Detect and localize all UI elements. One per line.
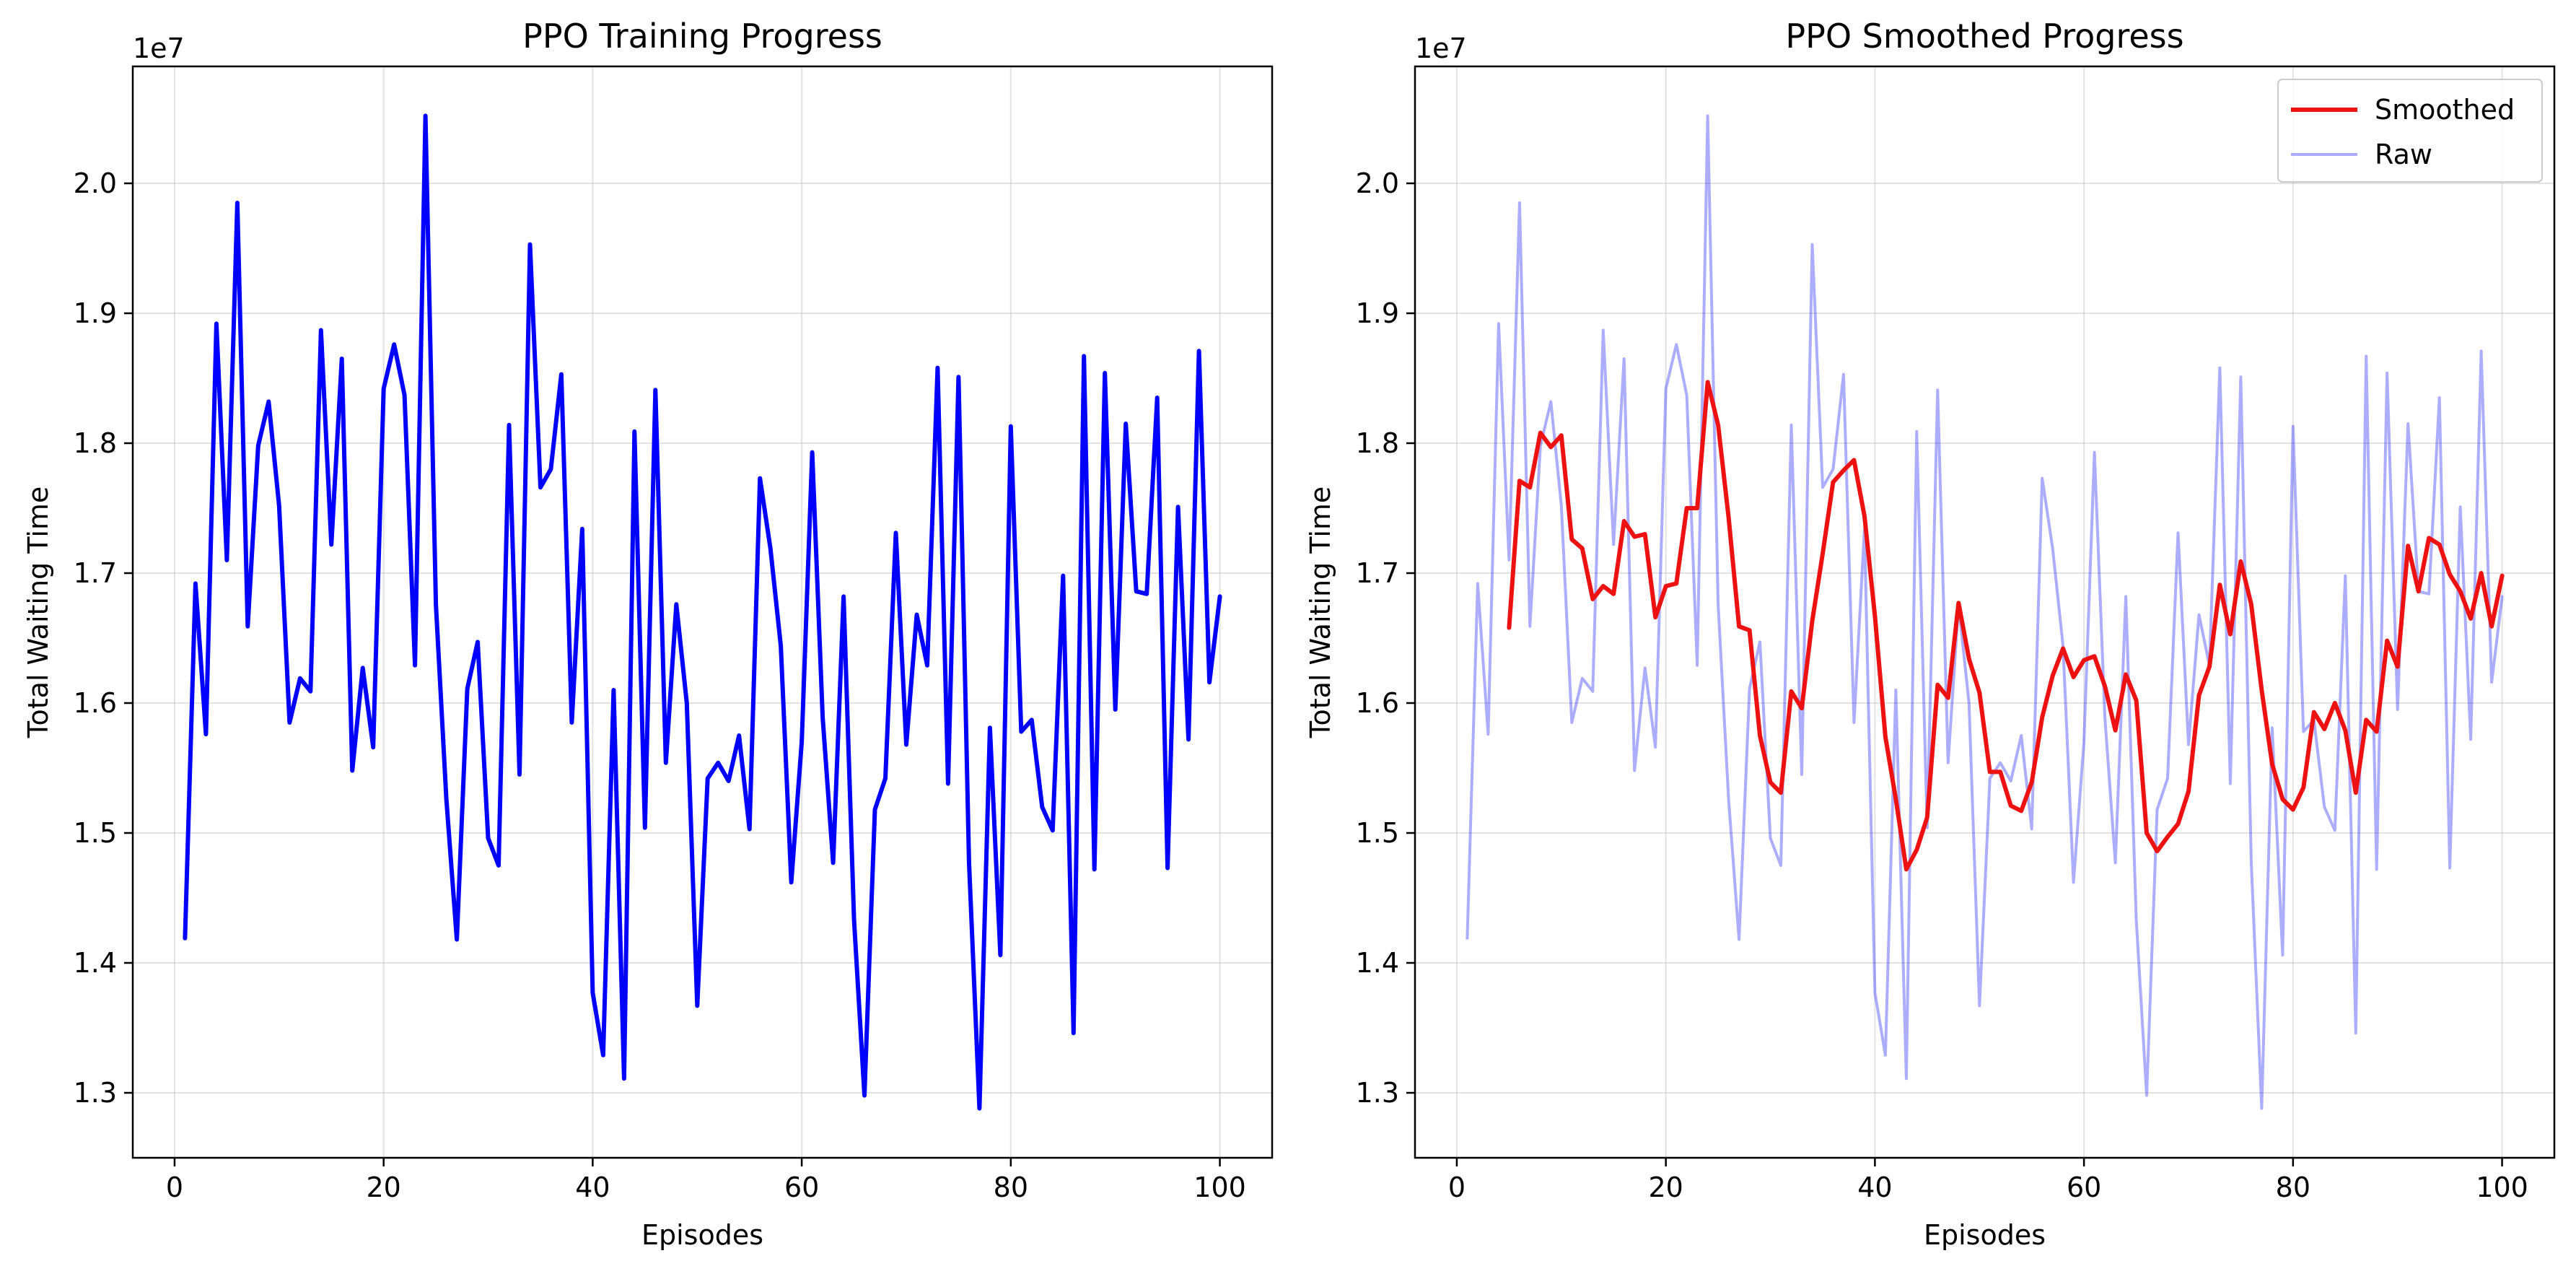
- legend-label-smoothed: Smoothed: [2375, 94, 2515, 126]
- series-line-smoothed: [1507, 380, 2505, 872]
- x-tick-label: 100: [2476, 1172, 2528, 1203]
- x-tick-label: 0: [1448, 1172, 1466, 1203]
- x-axis-label: Episodes: [641, 1219, 763, 1251]
- x-tick-label: 0: [166, 1172, 183, 1203]
- series-line-raw: [183, 113, 1222, 1111]
- y-tick-label: 1.4: [74, 947, 117, 979]
- axes-frame: [131, 65, 1274, 1159]
- ticks: 0 20 40 60 80 100 1.3 1.4 1.5 1.6 1.7 1.8 1.9 2.0: [74, 167, 1246, 1203]
- grid: [1415, 66, 2554, 1158]
- y-tick-label: 1.3: [74, 1077, 117, 1109]
- axes-frame: [1414, 65, 2556, 1159]
- x-tick-label: 60: [784, 1172, 819, 1203]
- x-tick-label: 100: [1193, 1172, 1246, 1203]
- chart-training-progress: 0 20 40 60 80 100 1.3 1.4 1.5 1.6 1.7 1.8 1.9 2.0 PPO…: [22, 17, 1274, 1251]
- x-tick-label: 80: [2276, 1172, 2310, 1203]
- y-tick-label: 1.8: [74, 427, 117, 459]
- y-tick-label: 1.7: [74, 557, 117, 589]
- x-tick-label: 60: [2067, 1172, 2101, 1203]
- chart-title: PPO Smoothed Progress: [1785, 17, 2183, 56]
- x-tick-label: 80: [994, 1172, 1028, 1203]
- x-tick-label: 20: [1648, 1172, 1683, 1203]
- y-tick-label: 1.3: [1356, 1077, 1399, 1109]
- y-tick-label: 1.6: [74, 687, 117, 719]
- y-tick-label: 1.9: [74, 297, 117, 329]
- legend-box: [2277, 79, 2543, 183]
- y-offset-label: 1e7: [133, 32, 185, 64]
- x-tick-label: 40: [1857, 1172, 1892, 1203]
- legend: Smoothed Raw: [2277, 79, 2543, 183]
- series-layer: [1466, 114, 2505, 1110]
- y-offset-label: 1e7: [1415, 32, 1467, 64]
- series-layer: [183, 113, 1222, 1111]
- chart-smoothed-progress: 0 20 40 60 80 100 1.3 1.4 1.5 1.6 1.7 1.8 1.9 2.0 PPO…: [1305, 17, 2556, 1251]
- x-tick-label: 20: [366, 1172, 400, 1203]
- y-tick-label: 1.9: [1356, 297, 1399, 329]
- x-axis-label: Episodes: [1924, 1219, 2046, 1251]
- y-tick-label: 1.5: [74, 817, 117, 849]
- y-tick-label: 2.0: [74, 167, 117, 199]
- y-tick-label: 1.7: [1356, 557, 1399, 589]
- y-tick-label: 1.5: [1356, 817, 1399, 849]
- legend-label-raw: Raw: [2375, 139, 2432, 170]
- y-axis-label: Total Waiting Time: [22, 487, 54, 739]
- y-tick-label: 1.6: [1356, 687, 1399, 719]
- y-tick-label: 2.0: [1356, 167, 1399, 199]
- y-axis-label: Total Waiting Time: [1305, 487, 1336, 739]
- x-tick-label: 40: [575, 1172, 610, 1203]
- ticks: 0 20 40 60 80 100 1.3 1.4 1.5 1.6 1.7 1.8 1.9 2.0: [1356, 167, 2528, 1203]
- y-tick-label: 1.4: [1356, 947, 1399, 979]
- series-line-raw: [1466, 114, 2504, 1110]
- chart-title: PPO Training Progress: [522, 17, 882, 56]
- y-tick-label: 1.8: [1356, 427, 1399, 459]
